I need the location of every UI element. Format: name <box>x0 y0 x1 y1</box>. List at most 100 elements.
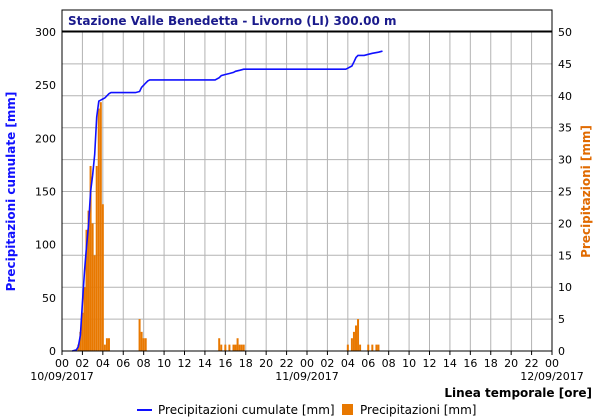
cumulative-line <box>71 50 383 352</box>
x-axis-ticks: 00 02 04 06 08 10 12 14 16 18 20 22 00 02 04 06 08 10 12 14… <box>55 351 559 370</box>
precip-bar <box>359 344 362 351</box>
precip-bar <box>371 344 374 351</box>
precip-bar <box>240 344 243 351</box>
x-tick-label: 16 <box>218 357 232 370</box>
precip-bar <box>144 338 147 351</box>
y-left-tick-label: 300 <box>35 26 56 39</box>
x-tick-label: 12 <box>178 357 192 370</box>
y-axis-right-ticks: 0 5 10 15 20 25 30 35 40 45 50 <box>558 26 572 358</box>
precip-bar <box>79 331 82 351</box>
precip-bar <box>242 344 245 351</box>
precip-bar <box>101 204 104 351</box>
x-tick-label: 22 <box>525 357 539 370</box>
x-tick-label: 10 <box>402 357 416 370</box>
x-tick-label: 00 <box>300 357 314 370</box>
y-axis-left-ticks: 0 50 100 150 200 250 300 <box>35 26 56 358</box>
x-tick-label: 00 <box>545 357 559 370</box>
precip-bar <box>91 223 94 351</box>
line-series <box>71 50 383 352</box>
x-date-label: 12/09/2017 <box>520 370 583 383</box>
precip-bar <box>232 344 235 351</box>
precip-bar <box>234 344 237 351</box>
y-left-tick-label: 50 <box>42 292 56 305</box>
precip-bar <box>87 210 90 351</box>
precip-bar <box>357 319 360 351</box>
x-tick-label: 00 <box>55 357 69 370</box>
precip-bar <box>107 338 110 351</box>
x-tick-label: 04 <box>341 357 355 370</box>
precip-bar <box>218 338 221 351</box>
chart-title: Stazione Valle Benedetta - Livorno (LI) … <box>68 14 397 28</box>
x-tick-label: 04 <box>96 357 110 370</box>
precip-bar <box>83 287 86 351</box>
x-tick-label: 12 <box>423 357 437 370</box>
x-tick-label: 22 <box>280 357 294 370</box>
precip-bar <box>375 344 378 351</box>
y-axis-right-label: Precipitazioni [mm] <box>579 125 593 258</box>
precip-bar <box>81 312 84 351</box>
y-right-tick-label: 10 <box>558 281 572 294</box>
x-tick-label: 02 <box>320 357 334 370</box>
precip-bar <box>224 344 227 351</box>
x-date-label: 11/09/2017 <box>275 370 338 383</box>
title-box <box>61 9 553 32</box>
precip-bar <box>93 255 96 351</box>
precip-bar <box>352 331 355 351</box>
precip-bar <box>95 165 98 351</box>
x-tick-label: 16 <box>463 357 477 370</box>
x-tick-label: 20 <box>504 357 518 370</box>
x-tick-label: 02 <box>75 357 89 370</box>
y-left-tick-label: 250 <box>35 79 56 92</box>
precip-bar <box>85 229 88 351</box>
y-axis-left-label: Precipitazioni cumulate [mm] <box>4 92 18 292</box>
y-left-tick-label: 0 <box>49 345 56 358</box>
y-left-tick-label: 150 <box>35 186 56 199</box>
y-right-tick-label: 25 <box>558 186 572 199</box>
precip-bar <box>142 338 145 351</box>
y-right-tick-label: 45 <box>558 58 572 71</box>
precip-bar <box>367 344 370 351</box>
y-right-tick-label: 50 <box>558 26 572 39</box>
x-date-label: 10/09/2017 <box>30 370 93 383</box>
precip-bar <box>236 338 239 351</box>
precip-bar <box>89 165 92 351</box>
bar-series <box>77 102 380 352</box>
x-tick-label: 14 <box>443 357 457 370</box>
x-axis-label: Linea temporale [ore] <box>444 386 592 400</box>
x-tick-label: 20 <box>259 357 273 370</box>
x-tick-label: 14 <box>198 357 212 370</box>
y-left-tick-label: 200 <box>35 132 56 145</box>
precip-bar <box>220 344 223 351</box>
precip-bar <box>228 344 231 351</box>
precip-bar <box>97 108 100 351</box>
precip-bar <box>140 331 143 351</box>
grid <box>62 32 552 351</box>
y-right-tick-label: 0 <box>558 345 565 358</box>
legend: Precipitazioni cumulate [mm] Precipitazi… <box>137 403 477 417</box>
precip-bar <box>377 344 380 351</box>
x-tick-label: 18 <box>239 357 253 370</box>
precip-bar <box>238 344 241 351</box>
precip-bar <box>346 344 349 351</box>
y-right-tick-label: 5 <box>558 313 565 326</box>
y-right-tick-label: 30 <box>558 154 572 167</box>
legend-item-cumulative: Precipitazioni cumulate [mm] <box>158 403 335 417</box>
precip-bar <box>99 102 102 352</box>
precip-bar <box>105 338 108 351</box>
precip-bar <box>138 319 141 351</box>
x-tick-label: 08 <box>382 357 396 370</box>
legend-item-precip: Precipitazioni [mm] <box>360 403 477 417</box>
y-right-tick-label: 40 <box>558 90 572 103</box>
y-left-tick-label: 100 <box>35 239 56 252</box>
y-right-tick-label: 35 <box>558 122 572 135</box>
x-axis-date-labels: 10/09/2017 11/09/2017 12/09/2017 <box>30 370 583 383</box>
x-tick-label: 10 <box>157 357 171 370</box>
precip-bar <box>103 344 106 351</box>
precip-bar <box>355 325 357 351</box>
legend-bar-swatch <box>342 404 353 415</box>
y-right-tick-label: 15 <box>558 249 572 262</box>
x-tick-label: 06 <box>361 357 375 370</box>
x-tick-label: 18 <box>484 357 498 370</box>
y-right-tick-label: 20 <box>558 217 572 230</box>
